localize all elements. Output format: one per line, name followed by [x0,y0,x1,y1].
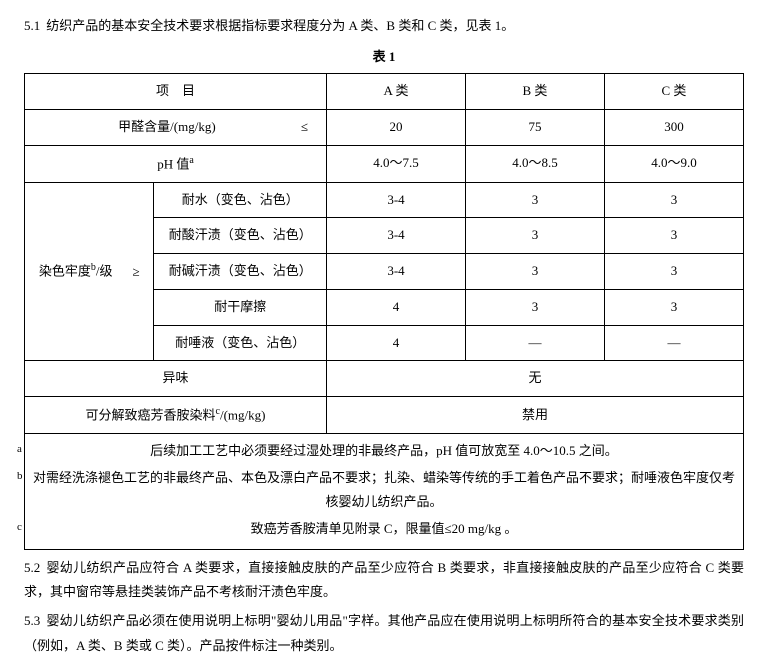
section-5-2: 5.2婴幼儿纺织产品应符合 A 类要求，直接接触皮肤的产品至少应符合 B 类要求… [24,556,744,605]
section-5-1: 5.1 纺织产品的基本安全技术要求根据指标要求程度分为 A 类、B 类和 C 类，… [24,14,744,39]
footnote-c: c致癌芳香胺清单见附录 C，限量值≤20 mg/kg 。 [33,517,735,542]
dye-sublabel: 耐酸汗渍（变色、沾色） [154,218,327,254]
cell: — [465,325,604,361]
row-formaldehyde: 甲醛含量/(mg/kg)≤ 20 75 300 [25,110,744,146]
cell: 3 [465,289,604,325]
col-project: 项 目 [25,74,327,110]
dye-group-label: 染色牢度b/级≥ [25,182,154,360]
cell: 75 [465,110,604,146]
amine-label: 可分解致癌芳香胺染料c/(mg/kg) [25,396,327,433]
cell: 3-4 [327,182,466,218]
section-5-3: 5.3婴幼儿纺织产品必须在使用说明上标明"婴幼儿用品"字样。其他产品应在使用说明… [24,609,744,658]
col-b: B 类 [465,74,604,110]
section-number: 5.3 [24,613,40,628]
row-odor: 异味 无 [25,361,744,397]
dye-sublabel: 耐水（变色、沾色） [154,182,327,218]
dye-sublabel: 耐唾液（变色、沾色） [154,325,327,361]
col-c: C 类 [604,74,743,110]
cell: 3 [604,182,743,218]
odor-value: 无 [327,361,744,397]
cell: 4.0～7.5 [327,145,466,182]
table-caption: 表 1 [24,45,744,70]
cell: 3 [604,254,743,290]
row-ph: pH 值a 4.0～7.5 4.0～8.5 4.0～9.0 [25,145,744,182]
dye-sublabel: 耐干摩擦 [154,289,327,325]
col-a: A 类 [327,74,466,110]
cell: — [604,325,743,361]
cell: 3 [465,218,604,254]
cell: 300 [604,110,743,146]
ph-label: pH 值a [25,145,327,182]
row-dye1: 染色牢度b/级≥ 耐水（变色、沾色） 3-4 3 3 [25,182,744,218]
cell: 4.0～9.0 [604,145,743,182]
table-header-row: 项 目 A 类 B 类 C 类 [25,74,744,110]
cell: 4 [327,289,466,325]
formaldehyde-label: 甲醛含量/(mg/kg)≤ [25,110,327,146]
footnote-b: b对需经洗涤褪色工艺的非最终产品、本色及漂白产品不要求；扎染、蜡染等传统的手工着… [33,466,735,515]
row-footnotes: a后续加工工艺中必须要经过湿处理的非最终产品，pH 值可放宽至 4.0～10.5… [25,433,744,549]
cell: 3 [465,254,604,290]
cell: 3 [604,218,743,254]
cell: 4.0～8.5 [465,145,604,182]
amine-value: 禁用 [327,396,744,433]
cell: 4 [327,325,466,361]
footnote-a: a后续加工工艺中必须要经过湿处理的非最终产品，pH 值可放宽至 4.0～10.5… [33,439,735,464]
row-amine: 可分解致癌芳香胺染料c/(mg/kg) 禁用 [25,396,744,433]
dye-sublabel: 耐碱汗渍（变色、沾色） [154,254,327,290]
standards-table: 项 目 A 类 B 类 C 类 甲醛含量/(mg/kg)≤ 20 75 300 … [24,73,744,549]
section-body: 纺织产品的基本安全技术要求根据指标要求程度分为 A 类、B 类和 C 类，见表 … [46,18,514,33]
cell: 3-4 [327,254,466,290]
footnotes-cell: a后续加工工艺中必须要经过湿处理的非最终产品，pH 值可放宽至 4.0～10.5… [25,433,744,549]
cell: 3 [465,182,604,218]
section-number: 5.2 [24,560,40,575]
section-number: 5.1 [24,18,40,33]
cell: 3-4 [327,218,466,254]
cell: 20 [327,110,466,146]
section-body: 婴幼儿纺织产品必须在使用说明上标明"婴幼儿用品"字样。其他产品应在使用说明上标明… [24,613,744,653]
odor-label: 异味 [25,361,327,397]
cell: 3 [604,289,743,325]
section-body: 婴幼儿纺织产品应符合 A 类要求，直接接触皮肤的产品至少应符合 B 类要求，非直… [24,560,744,600]
